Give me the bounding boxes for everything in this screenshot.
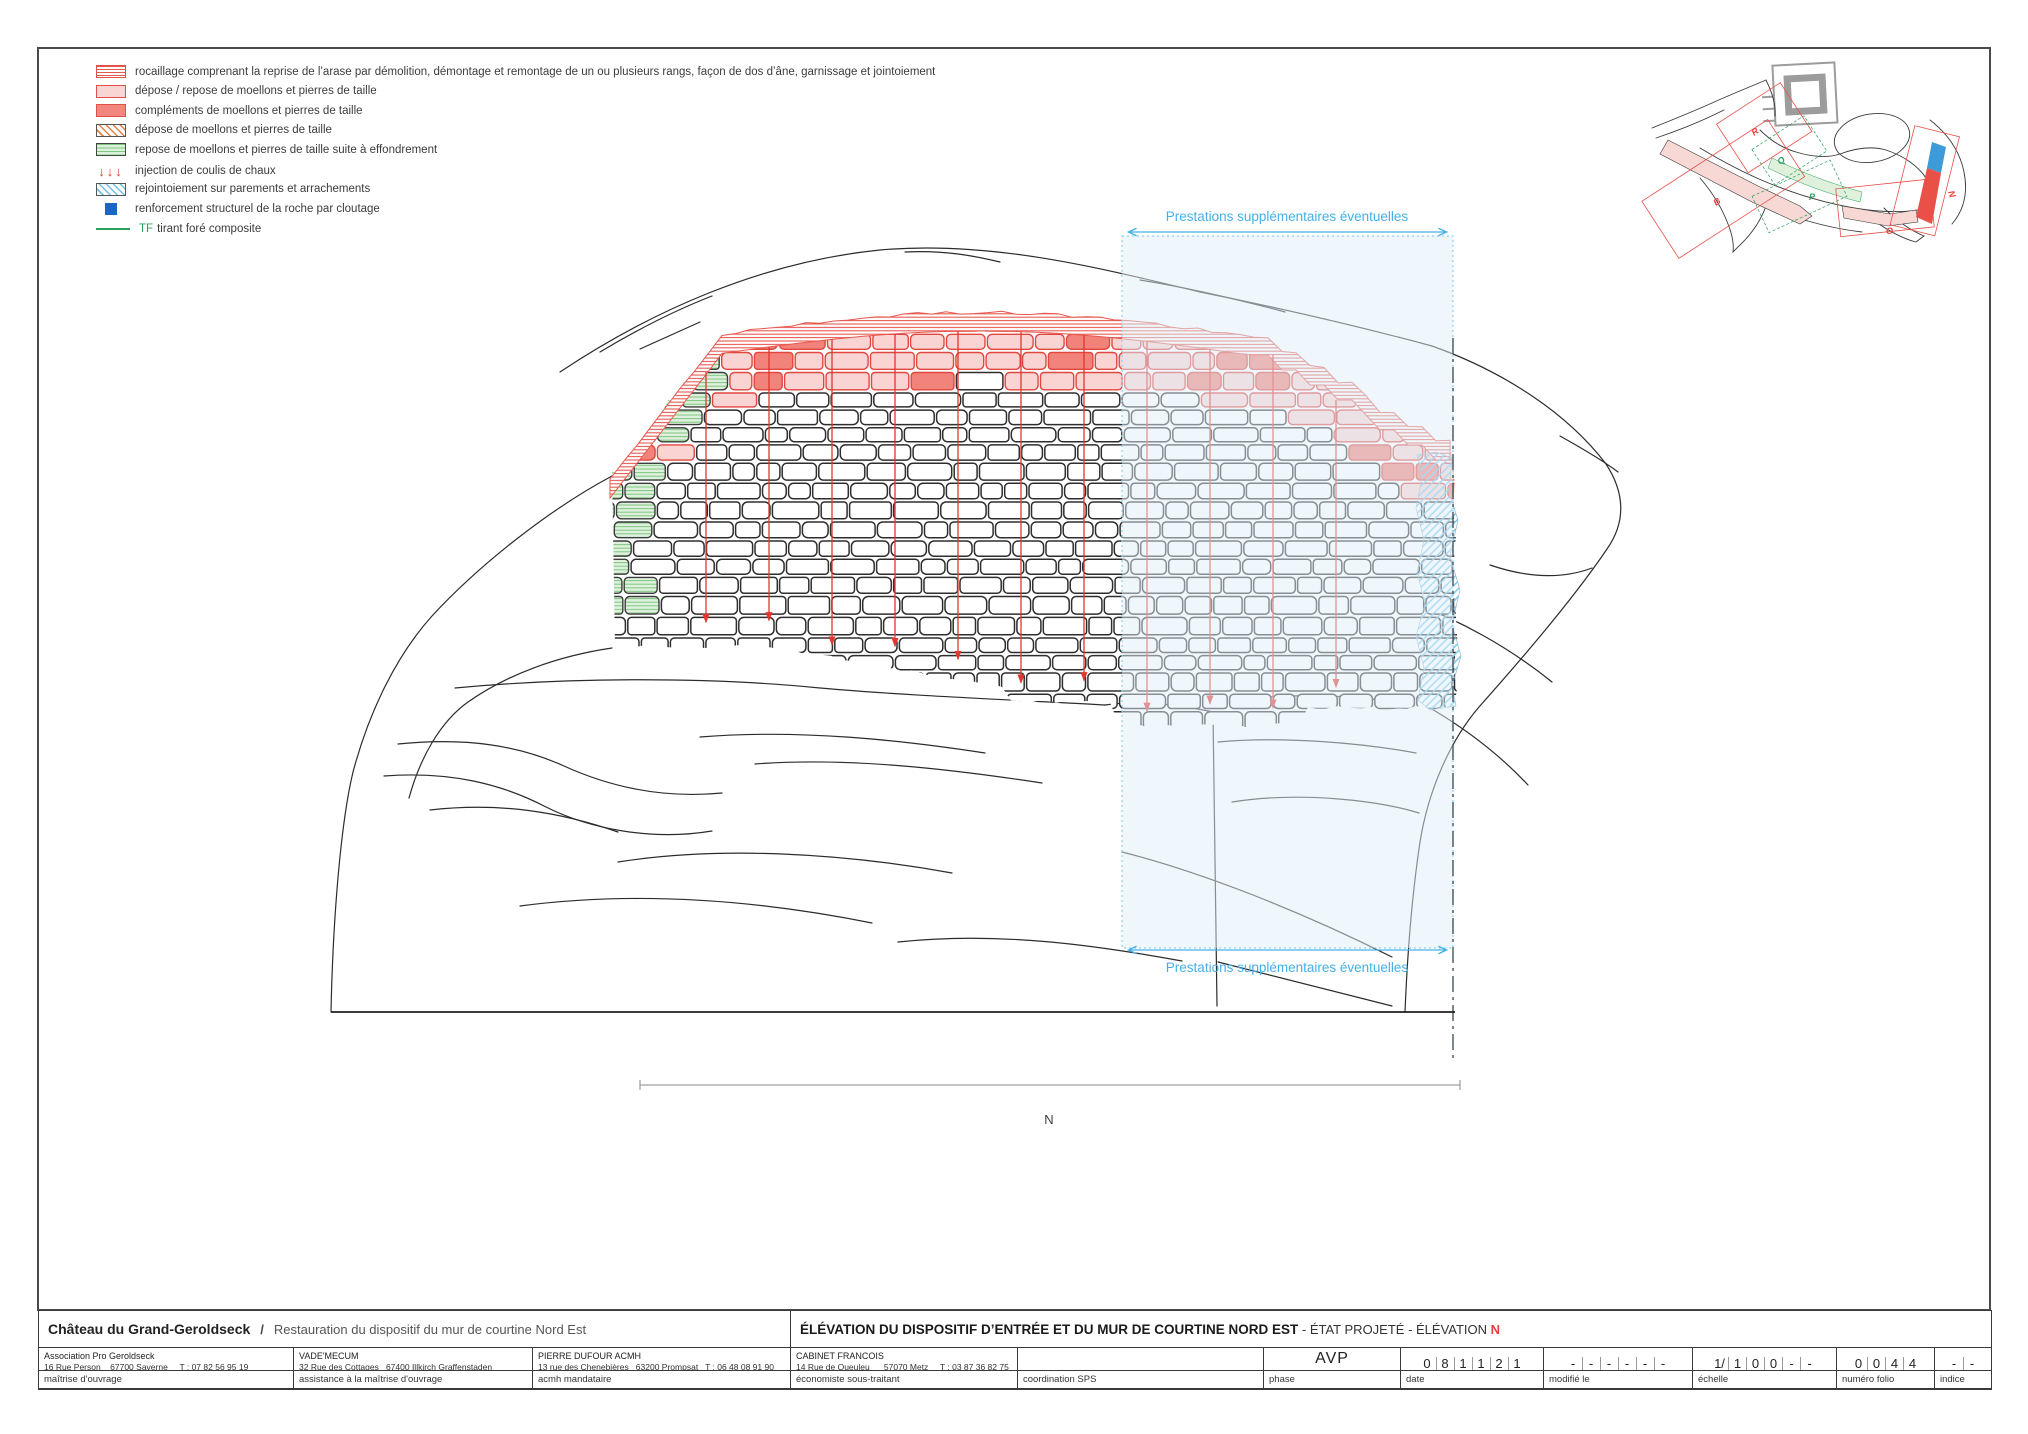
site-elevation-n-red <box>1916 168 1941 224</box>
legend-item-depose: dépose de moellons et pierres de taille <box>96 123 332 138</box>
svg-text:P: P <box>1809 192 1816 202</box>
field-label: date <box>1401 1371 1544 1389</box>
svg-text:O: O <box>1886 226 1893 236</box>
complements-swatch-icon <box>96 104 126 117</box>
prestations-bottom-label: Prestations supplémentaires éventuelles <box>1166 960 1409 975</box>
role-label: assistance à la maîtrise d'ouvrage <box>294 1371 533 1389</box>
legend-item-cloutage: renforcement structurel de la roche par … <box>96 201 380 216</box>
stakeholder-cell: PIERRE DUFOUR ACMH 13 rue des Chenebière… <box>533 1348 791 1371</box>
title-block: Château du Grand-Geroldseck / Restaurati… <box>38 1310 1992 1390</box>
depose-repose-swatch-icon <box>96 84 126 98</box>
role-label: coordination SPS <box>1018 1371 1264 1389</box>
stakeholder-cell-empty <box>1018 1348 1264 1371</box>
rejointoiement-swatch-icon <box>96 182 126 196</box>
field-label: indice <box>1935 1371 1991 1389</box>
drawing-title: ÉLÉVATION DU DISPOSITIF D’ENTRÉE ET DU M… <box>800 1321 1299 1337</box>
field-label: phase <box>1264 1371 1401 1389</box>
legend-item-repose-effondrement: repose de moellons et pierres de taille … <box>96 142 437 157</box>
legend-item-rocaillage: rocaillage comprenant la reprise de l’ar… <box>96 64 935 79</box>
legend-item-injection: ↓↓↓ injection de coulis de chaux <box>96 160 275 182</box>
stakeholder-cell: Association Pro Geroldseck 16 Rue Person… <box>39 1348 294 1371</box>
phase-value-cell: AVP <box>1264 1348 1401 1371</box>
annotations: N <box>331 338 1461 1127</box>
project-subtitle: Restauration du dispositif du mur de cou… <box>273 1321 587 1337</box>
site-zone-pink-2 <box>1841 205 1919 227</box>
stakeholder-cell: VADE'MECUM 32 Rue des Cottages 67400 Ill… <box>294 1348 533 1371</box>
prestations-top-label: Prestations supplémentaires éventuelles <box>1166 209 1409 224</box>
drawing-title-cell: ÉLÉVATION DU DISPOSITIF D’ENTRÉE ET DU M… <box>791 1311 1991 1348</box>
drawing-title-elevation-letter: N <box>1490 1321 1501 1337</box>
tirant-line-icon <box>96 227 130 230</box>
site-map-inset: R B Q P O N <box>1641 61 1966 259</box>
index-value-cell: -- <box>1935 1348 1991 1371</box>
field-label: modifié le <box>1544 1371 1693 1389</box>
svg-text:N: N <box>1946 189 1958 199</box>
project-title-cell: Château du Grand-Geroldseck / Restaurati… <box>39 1311 791 1348</box>
cloutage-square-icon <box>105 202 117 215</box>
legend-item-rejointoiement: rejointoiement sur parements et arrachem… <box>96 182 370 197</box>
stakeholder-cell: CABINET FRANCOIS 14 Rue de Queuleu 57070… <box>791 1348 1018 1371</box>
role-label: économiste sous-traitant <box>791 1371 1018 1389</box>
field-label: numéro folio <box>1837 1371 1935 1389</box>
scale-value-cell: 1/1 0 0- - <box>1693 1348 1837 1371</box>
field-label: échelle <box>1693 1371 1837 1389</box>
site-elevation-n-blue <box>1927 142 1946 173</box>
injection-arrows-icon: ↓↓↓ <box>98 163 124 179</box>
site-zone-pink <box>1659 139 1813 225</box>
depose-hatch-swatch-icon <box>96 123 126 137</box>
prestations-overlay: Prestations supplémentaires éventuelles … <box>1121 209 1454 975</box>
legend-item-tirant: TF tirant foré composite <box>96 221 261 236</box>
legend-item-complements: compléments de moellons et pierres de ta… <box>96 103 363 118</box>
svg-text:B: B <box>1711 195 1722 207</box>
modified-value-cell: ------ <box>1544 1348 1693 1371</box>
svg-text:R: R <box>1749 125 1760 137</box>
repose-green-swatch-icon <box>96 143 126 156</box>
project-name: Château du Grand-Geroldseck <box>48 1321 251 1337</box>
role-label: maîtrise d'ouvrage <box>39 1371 294 1389</box>
legend-item-depose-repose: dépose / repose de moellons et pierres d… <box>96 84 377 99</box>
svg-text:Q: Q <box>1775 154 1786 166</box>
elevation-axis-label: N <box>1044 1112 1053 1127</box>
site-zone-labels: R B Q P O N <box>1711 125 1958 236</box>
rocaillage-swatch-icon <box>96 65 126 78</box>
role-label: acmh mandataire <box>533 1371 791 1389</box>
site-green-frames <box>1751 115 1848 234</box>
